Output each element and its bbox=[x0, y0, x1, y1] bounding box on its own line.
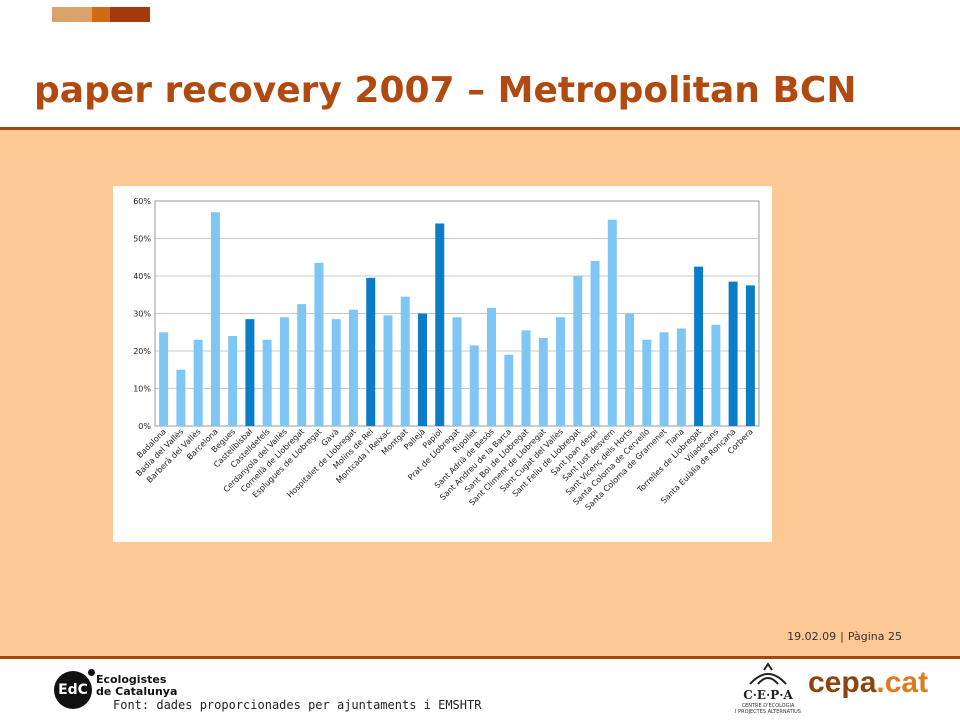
bar bbox=[573, 276, 583, 426]
footer-separator: | bbox=[840, 630, 844, 643]
y-tick-label: 40% bbox=[133, 272, 151, 281]
bar bbox=[159, 332, 169, 426]
page-number: Pàgina 25 bbox=[847, 630, 902, 643]
bar bbox=[694, 266, 704, 426]
y-tick-label: 60% bbox=[133, 197, 151, 206]
footer-rule bbox=[0, 656, 960, 659]
edc-logo-text: Ecologistes de Catalunya bbox=[96, 674, 177, 698]
slide-date: 19.02.09 bbox=[787, 630, 837, 643]
footer-page-info: 19.02.09 | Pàgina 25 bbox=[787, 630, 902, 643]
cepa-sub-line1: CENTRE D'ECOLOGIA bbox=[741, 703, 795, 709]
cepa-cat-logo: cepa.cat bbox=[808, 666, 928, 700]
bar bbox=[469, 345, 479, 426]
cepa-domain-name: cepa bbox=[808, 666, 877, 699]
decor-block-dark bbox=[110, 7, 150, 22]
edc-logo-dot bbox=[88, 669, 95, 676]
decor-block-mid bbox=[92, 7, 110, 22]
title-rule bbox=[0, 127, 960, 130]
bar bbox=[366, 277, 376, 426]
bar bbox=[676, 328, 686, 426]
edc-name-line1: Ecologistes bbox=[96, 673, 167, 686]
bar bbox=[556, 317, 566, 426]
bar bbox=[642, 339, 652, 426]
bar bbox=[728, 281, 738, 426]
bar bbox=[400, 296, 410, 426]
bar bbox=[176, 369, 186, 426]
bar bbox=[521, 330, 531, 426]
cepa-sub-line2: I PROJECTES ALTERNATIUS bbox=[735, 709, 801, 715]
cepa-logo-letters: C·E·P·A bbox=[743, 688, 793, 702]
bar bbox=[193, 339, 203, 426]
bar bbox=[590, 261, 600, 426]
bar bbox=[745, 285, 755, 426]
edc-name-line2: de Catalunya bbox=[96, 685, 178, 698]
bar bbox=[487, 307, 497, 426]
cepa-logo-subtitle: CENTRE D'ECOLOGIA I PROJECTES ALTERNATIU… bbox=[722, 703, 814, 715]
bar bbox=[625, 313, 635, 426]
bar bbox=[417, 313, 427, 426]
bar bbox=[348, 309, 358, 426]
bar bbox=[607, 219, 617, 426]
bar bbox=[538, 337, 548, 426]
bar bbox=[659, 332, 669, 426]
bar bbox=[314, 262, 324, 426]
edc-logo: EdC bbox=[54, 671, 92, 709]
y-tick-label: 50% bbox=[133, 235, 151, 244]
bar bbox=[331, 319, 341, 426]
slide-title: paper recovery 2007 – Metropolitan BCN bbox=[34, 70, 857, 111]
bar bbox=[245, 319, 255, 426]
bar bbox=[711, 324, 721, 426]
bar bbox=[504, 354, 514, 426]
bar bbox=[297, 304, 307, 426]
bar bbox=[279, 317, 289, 426]
bar bbox=[262, 339, 272, 426]
bar bbox=[452, 317, 462, 426]
bar bbox=[228, 336, 238, 426]
bar bbox=[383, 315, 393, 426]
y-tick-label: 10% bbox=[133, 385, 151, 394]
y-tick-label: 20% bbox=[133, 347, 151, 356]
data-source-note: Font: dades proporcionades per ajuntamen… bbox=[113, 698, 482, 712]
y-tick-label: 0% bbox=[138, 422, 151, 431]
bar bbox=[435, 223, 445, 426]
cepa-logo-icon bbox=[749, 662, 787, 685]
decor-block-light bbox=[52, 7, 92, 22]
chart-container: 0% 10% 20% 30% 40% 50% 60% Badalona Badia del Va… bbox=[113, 186, 772, 542]
y-tick-label: 30% bbox=[133, 310, 151, 319]
bar bbox=[210, 212, 220, 426]
cepa-domain-tld: .cat bbox=[876, 666, 929, 699]
